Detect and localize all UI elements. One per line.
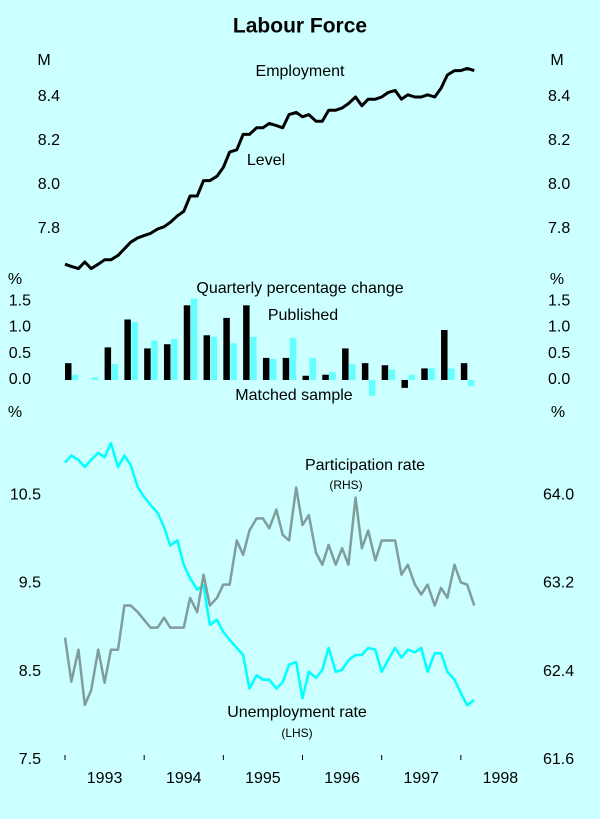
axis-note: (RHS) <box>329 478 362 492</box>
bar <box>210 336 218 380</box>
bar <box>124 319 131 380</box>
y-tick-label: 8.2 <box>38 132 60 149</box>
y2-tick-label: 64.0 <box>543 486 574 503</box>
x-tick-label: 1997 <box>403 770 439 787</box>
series-label: Matched sample <box>235 387 352 404</box>
bar <box>72 374 79 380</box>
series-label: Unemployment rate <box>227 704 367 721</box>
bar <box>329 372 336 380</box>
bar <box>428 368 435 380</box>
bar <box>401 379 408 388</box>
bar <box>289 337 297 380</box>
y-tick-label: 8.0 <box>38 176 60 193</box>
bar <box>144 348 151 380</box>
bar <box>170 338 178 380</box>
bar <box>223 317 230 380</box>
line <box>63 486 476 707</box>
bar <box>183 305 191 380</box>
x-tick-label: 1996 <box>324 770 360 787</box>
y2-tick-label: 63.2 <box>543 575 574 592</box>
bar <box>250 336 257 380</box>
y2-tick-label: 62.4 <box>543 663 574 680</box>
x-tick-label: 1994 <box>166 770 202 787</box>
bar <box>111 364 119 380</box>
bar <box>448 368 455 380</box>
chart-title: Labour Force <box>233 15 367 38</box>
bar <box>65 363 72 380</box>
panel-title: Employment <box>256 63 345 80</box>
bar <box>282 357 290 380</box>
y-unit: % <box>551 404 565 421</box>
y-tick-label-right: 7.8 <box>548 220 570 237</box>
bar <box>230 343 237 380</box>
x-tick-label: 1998 <box>483 770 519 787</box>
series-label: Level <box>247 152 285 169</box>
bar <box>203 335 211 380</box>
y-tick-label: 1.5 <box>9 292 31 309</box>
series-label: Published <box>268 307 338 324</box>
bar <box>368 379 376 396</box>
y-tick-label: 0.5 <box>9 345 31 362</box>
bar <box>421 368 428 380</box>
y-tick-label: 8.5 <box>19 663 41 680</box>
y-tick-label: 7.8 <box>38 220 60 237</box>
x-tick-label: 1993 <box>87 770 123 787</box>
series-label: Participation rate <box>305 457 425 474</box>
bar <box>151 340 158 380</box>
bar <box>302 375 309 380</box>
y-tick-label: 7.5 <box>19 751 41 768</box>
x-tick-label: 1995 <box>245 770 281 787</box>
bar <box>269 358 277 380</box>
y-tick-label: 1.0 <box>9 319 31 336</box>
y-tick-label-right: 8.2 <box>548 132 570 149</box>
bar <box>349 364 356 380</box>
bar <box>163 344 171 380</box>
bar <box>441 330 448 380</box>
y-tick-label-right: 1.5 <box>548 292 570 309</box>
bar <box>262 357 270 380</box>
bar <box>342 348 349 380</box>
bar <box>104 347 112 380</box>
panel-title: Quarterly percentage change <box>196 280 403 297</box>
bar <box>131 322 138 380</box>
bar <box>322 374 329 380</box>
bar <box>381 365 389 380</box>
y-unit: % <box>8 271 22 288</box>
y-tick-label-right: 8.4 <box>548 88 570 105</box>
bar <box>460 363 468 380</box>
bar <box>309 357 316 380</box>
y-tick-label-right: 0.5 <box>548 345 570 362</box>
y-tick-label-right: 8.0 <box>548 176 570 193</box>
bar <box>388 369 396 380</box>
y-unit: M <box>550 52 563 69</box>
y-unit: % <box>8 404 22 421</box>
axis-note: (LHS) <box>281 726 312 740</box>
bar <box>467 379 475 387</box>
bar <box>408 374 415 380</box>
y-unit: M <box>37 52 50 69</box>
y-unit: % <box>550 271 564 288</box>
bar <box>243 305 250 380</box>
y-tick-label-right: 1.0 <box>548 319 570 336</box>
line <box>64 441 476 707</box>
y-tick-label: 8.4 <box>38 88 60 105</box>
bar <box>190 298 198 380</box>
y-tick-label: 10.5 <box>10 486 41 503</box>
y-tick-label: 9.5 <box>19 575 41 592</box>
y-tick-label: 0.0 <box>9 371 31 388</box>
bar <box>91 377 99 380</box>
line <box>64 66 475 271</box>
y-tick-label-right: 0.0 <box>548 371 570 388</box>
bar <box>361 363 369 380</box>
y2-tick-label: 61.6 <box>543 751 574 768</box>
